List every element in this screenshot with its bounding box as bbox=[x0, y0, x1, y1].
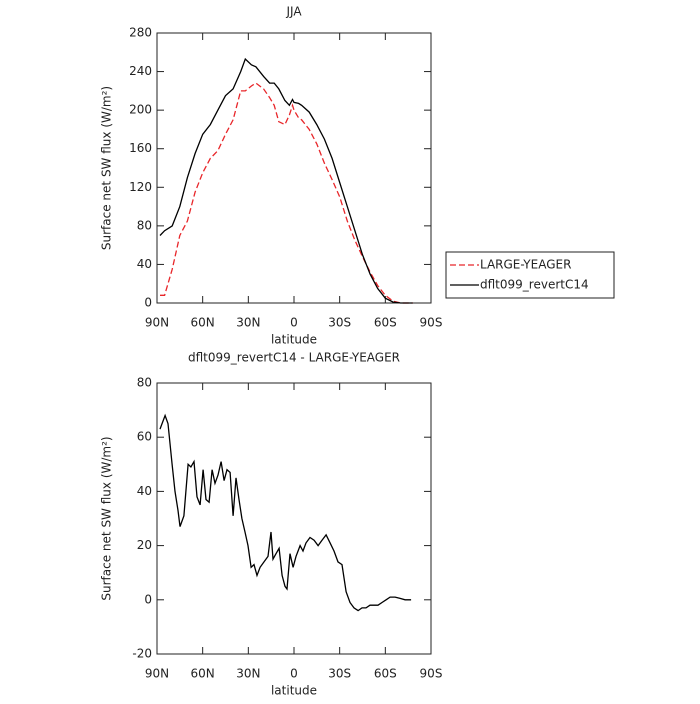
data-line bbox=[159, 413, 412, 612]
legend: LARGE-YEAGER dflt099_revertC14 bbox=[445, 251, 615, 299]
chart-title: JJA bbox=[285, 5, 302, 19]
chart-title: dflt099_revertC14 - LARGE-YEAGER bbox=[188, 351, 400, 365]
y-tick-label: 120 bbox=[129, 180, 152, 194]
x-axis-label: latitude bbox=[271, 333, 317, 347]
y-axis-label: Surface net SW flux (W/m²) bbox=[100, 436, 114, 600]
legend-box bbox=[445, 251, 615, 299]
y-tick-label: 40 bbox=[137, 257, 152, 271]
x-tick-label: 90N bbox=[145, 667, 169, 681]
x-tick-label: 30N bbox=[236, 667, 260, 681]
y-tick-label: 80 bbox=[137, 376, 152, 390]
x-tick-label: 30N bbox=[236, 316, 260, 330]
x-tick-label: 60N bbox=[191, 316, 215, 330]
plot-frame bbox=[156, 32, 432, 304]
x-axis-label: latitude bbox=[271, 684, 317, 698]
x-tick-label: 60S bbox=[374, 667, 397, 681]
x-tick-label: 90S bbox=[420, 316, 443, 330]
y-tick-label: 0 bbox=[144, 592, 152, 606]
y-tick-label: 240 bbox=[129, 64, 152, 78]
y-tick-label: 40 bbox=[137, 484, 152, 498]
y-tick-label: 20 bbox=[137, 538, 152, 552]
data-line bbox=[160, 82, 413, 304]
x-tick-label: 0 bbox=[290, 667, 298, 681]
x-tick-label: 30S bbox=[328, 316, 351, 330]
y-axis-label: Surface net SW flux (W/m²) bbox=[100, 86, 114, 250]
y-tick-label: 0 bbox=[144, 296, 152, 310]
data-line bbox=[159, 57, 413, 304]
y-tick-label: 160 bbox=[129, 141, 152, 155]
y-tick-label: 60 bbox=[137, 430, 152, 444]
x-tick-label: 90S bbox=[420, 667, 443, 681]
plot-frame bbox=[156, 382, 432, 655]
x-tick-label: 90N bbox=[145, 316, 169, 330]
y-tick-label: -20 bbox=[132, 647, 152, 661]
legend-label: LARGE-YEAGER bbox=[480, 258, 571, 272]
y-tick-label: 280 bbox=[129, 26, 152, 40]
y-tick-label: 200 bbox=[129, 103, 152, 117]
x-tick-label: 0 bbox=[290, 316, 298, 330]
x-tick-label: 30S bbox=[328, 667, 351, 681]
x-tick-label: 60N bbox=[191, 667, 215, 681]
x-tick-label: 60S bbox=[374, 316, 397, 330]
legend-label: dflt099_revertC14 bbox=[480, 278, 589, 292]
y-tick-label: 80 bbox=[137, 218, 152, 232]
